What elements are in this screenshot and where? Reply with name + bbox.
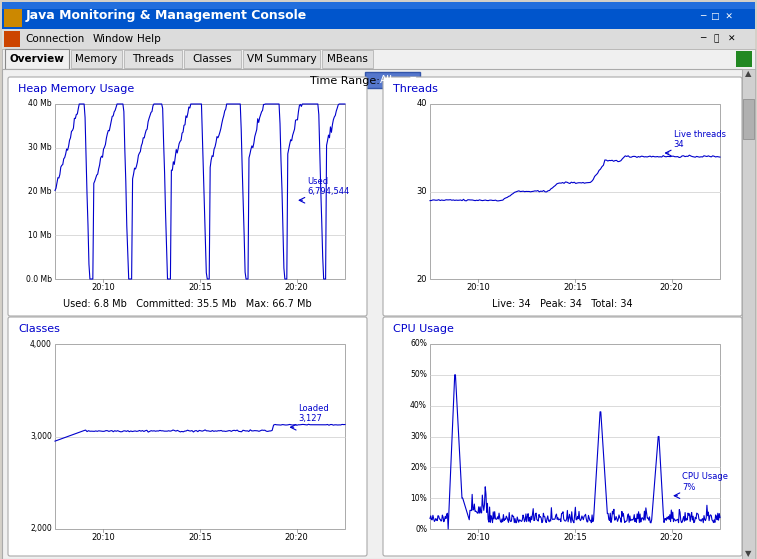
Text: Live: 34   Peak: 34   Total: 34: Live: 34 Peak: 34 Total: 34 <box>492 299 633 309</box>
Text: All: All <box>380 75 393 85</box>
FancyBboxPatch shape <box>183 50 241 68</box>
FancyBboxPatch shape <box>71 50 122 68</box>
Text: ─   ⧠   ✕: ─ ⧠ ✕ <box>700 35 736 44</box>
Text: Classes: Classes <box>192 54 232 64</box>
Text: 20: 20 <box>416 274 427 283</box>
Text: 30 Mb: 30 Mb <box>28 143 52 152</box>
FancyBboxPatch shape <box>736 51 752 67</box>
FancyBboxPatch shape <box>124 50 182 68</box>
FancyBboxPatch shape <box>322 50 373 68</box>
Text: 20:15: 20:15 <box>188 282 212 291</box>
Text: Overview: Overview <box>10 54 64 64</box>
Text: 20:20: 20:20 <box>285 282 309 291</box>
Text: Threads: Threads <box>132 54 173 64</box>
Text: 0.0 Mb: 0.0 Mb <box>26 274 52 283</box>
Text: 20:10: 20:10 <box>92 533 115 542</box>
Text: 60%: 60% <box>410 339 427 348</box>
Text: Connection: Connection <box>25 34 84 44</box>
Text: 30: 30 <box>416 187 427 196</box>
Text: Used
6,794,544: Used 6,794,544 <box>307 177 350 196</box>
Text: 3,000: 3,000 <box>30 432 52 441</box>
FancyBboxPatch shape <box>2 49 755 69</box>
FancyBboxPatch shape <box>365 72 420 88</box>
FancyBboxPatch shape <box>430 344 720 529</box>
Text: 20:20: 20:20 <box>660 282 684 291</box>
FancyBboxPatch shape <box>2 69 742 559</box>
Text: Classes: Classes <box>18 324 60 334</box>
Text: 40%: 40% <box>410 401 427 410</box>
FancyBboxPatch shape <box>383 317 742 556</box>
Text: Help: Help <box>137 34 160 44</box>
FancyBboxPatch shape <box>2 29 755 49</box>
Text: 40 Mb: 40 Mb <box>28 100 52 108</box>
Text: CPU Usage
7%: CPU Usage 7% <box>682 472 728 492</box>
Text: 20:15: 20:15 <box>563 533 587 542</box>
FancyBboxPatch shape <box>8 317 367 556</box>
Text: 40: 40 <box>416 100 427 108</box>
Text: 10 Mb: 10 Mb <box>29 231 52 240</box>
FancyBboxPatch shape <box>243 50 320 68</box>
Text: Time Range:: Time Range: <box>310 76 380 86</box>
Text: Threads: Threads <box>393 84 438 94</box>
Text: Heap Memory Usage: Heap Memory Usage <box>18 84 134 94</box>
Text: Used: 6.8 Mb   Committed: 35.5 Mb   Max: 66.7 Mb: Used: 6.8 Mb Committed: 35.5 Mb Max: 66.… <box>63 299 312 309</box>
Text: ─  □  ✕: ─ □ ✕ <box>700 12 733 21</box>
FancyBboxPatch shape <box>2 2 755 29</box>
Text: 20:20: 20:20 <box>660 533 684 542</box>
FancyBboxPatch shape <box>430 104 720 279</box>
FancyBboxPatch shape <box>5 49 69 69</box>
Text: 4,000: 4,000 <box>30 339 52 348</box>
FancyBboxPatch shape <box>55 344 345 529</box>
Text: 20:10: 20:10 <box>92 282 115 291</box>
Text: 20:10: 20:10 <box>466 533 491 542</box>
Text: Memory: Memory <box>76 54 117 64</box>
FancyBboxPatch shape <box>383 77 742 316</box>
Text: 10%: 10% <box>410 494 427 503</box>
Text: 20 Mb: 20 Mb <box>29 187 52 196</box>
Text: Loaded
3,127: Loaded 3,127 <box>298 404 329 423</box>
FancyBboxPatch shape <box>55 104 345 279</box>
Text: ▼: ▼ <box>410 75 416 84</box>
Text: 20%: 20% <box>410 463 427 472</box>
Text: 50%: 50% <box>410 370 427 380</box>
FancyBboxPatch shape <box>8 77 367 316</box>
Text: 20:10: 20:10 <box>466 282 491 291</box>
Text: 2,000: 2,000 <box>30 524 52 533</box>
FancyBboxPatch shape <box>2 2 755 9</box>
Text: 20:15: 20:15 <box>188 533 212 542</box>
Text: Window: Window <box>93 34 134 44</box>
Text: Live threads
34: Live threads 34 <box>674 130 725 149</box>
Text: Java Monitoring & Management Console: Java Monitoring & Management Console <box>26 8 307 21</box>
Text: 0%: 0% <box>415 524 427 533</box>
Text: ▼: ▼ <box>745 549 751 558</box>
FancyBboxPatch shape <box>4 31 20 47</box>
FancyBboxPatch shape <box>743 99 754 139</box>
Text: 30%: 30% <box>410 432 427 441</box>
Text: ▲: ▲ <box>745 69 751 78</box>
FancyBboxPatch shape <box>4 9 22 27</box>
Text: 20:15: 20:15 <box>563 282 587 291</box>
FancyBboxPatch shape <box>742 69 755 559</box>
Text: VM Summary: VM Summary <box>247 54 316 64</box>
Text: MBeans: MBeans <box>327 54 368 64</box>
Text: CPU Usage: CPU Usage <box>393 324 454 334</box>
Text: 20:20: 20:20 <box>285 533 309 542</box>
